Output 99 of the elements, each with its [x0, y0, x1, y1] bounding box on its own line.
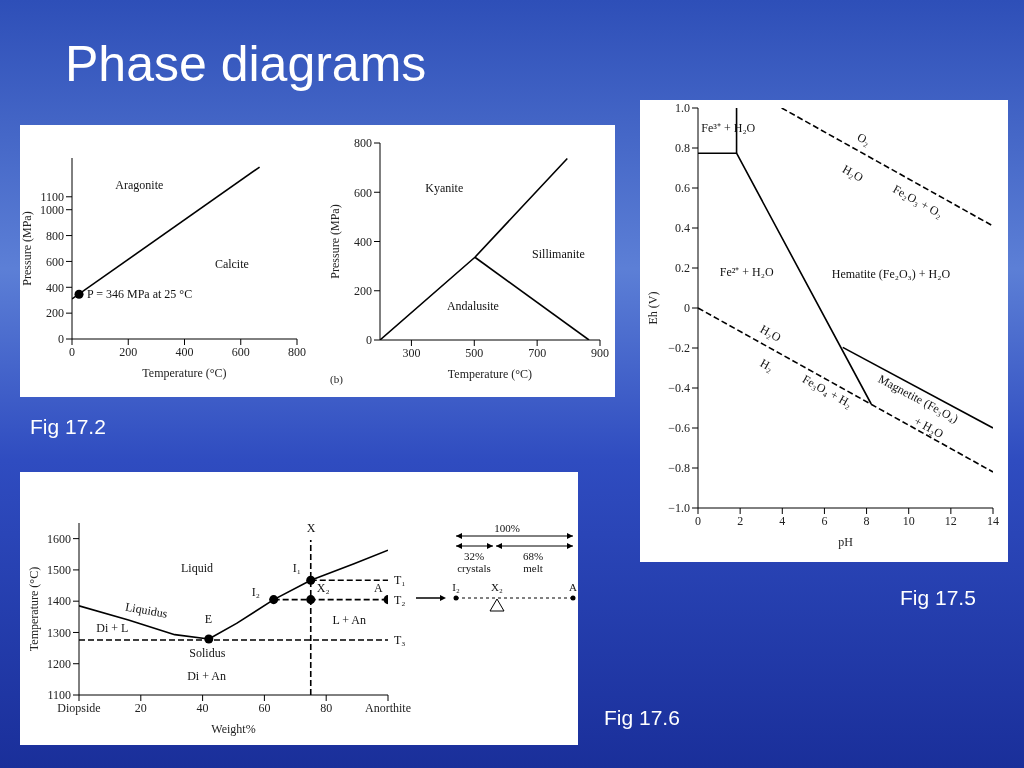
y-tick-label: 0.4 — [675, 221, 690, 236]
x-tick-label: 2 — [737, 513, 744, 528]
x-tick-label: Diopside — [57, 700, 101, 715]
y-tick-label: 0.6 — [675, 181, 690, 196]
caption: Fig 17.2 — [30, 415, 106, 439]
annotation: L + An — [332, 612, 367, 627]
x-tick-label: 20 — [134, 700, 147, 715]
y-tick-label: 800 — [354, 136, 372, 151]
y-tick-label: 1400 — [47, 594, 71, 609]
annotation: T₂ — [394, 592, 406, 607]
caption: Fig 17.6 — [604, 706, 680, 730]
annotation: E — [204, 612, 213, 627]
y-tick-label: −1.0 — [668, 501, 690, 516]
text: I₂ — [452, 581, 460, 593]
x-axis-title: pH — [838, 535, 854, 549]
x-tick-label: 900 — [591, 345, 609, 360]
x-tick-label: 12 — [944, 513, 957, 528]
y-tick-label: 0 — [684, 301, 690, 316]
annotation: I₁ — [292, 561, 301, 576]
annotation: X — [306, 520, 316, 535]
y-tick-label: −0.8 — [668, 461, 690, 476]
annotation: H₂ — [757, 355, 776, 375]
text: 68% — [522, 550, 544, 562]
x-tick-label: 300 — [402, 345, 421, 360]
x-tick-label: 700 — [528, 345, 547, 360]
y-tick-label: 1.0 — [675, 101, 690, 116]
y-tick-label: 0.8 — [675, 141, 690, 156]
annotation: H₂O — [757, 321, 784, 345]
x-axis-title: Weight% — [211, 722, 256, 736]
x-tick-label: 60 — [258, 700, 271, 715]
text: melt — [523, 562, 543, 574]
annotation: Fe²⁺ + H₂O — [719, 265, 774, 279]
y-tick-label: −0.2 — [668, 341, 690, 356]
y-axis-title: Pressure (MPa) — [20, 211, 35, 286]
annotation: H₂O — [840, 161, 866, 185]
y-tick-label: 600 — [354, 185, 372, 200]
y-tick-label: 1500 — [47, 563, 71, 578]
x-axis-title: Temperature (°C) — [142, 366, 227, 380]
x-tick-label: 0 — [695, 513, 701, 528]
annotation: T₃ — [394, 632, 406, 647]
text: 32% — [463, 550, 485, 562]
annotation: Di + An — [187, 668, 226, 683]
y-tick-label: 200 — [354, 284, 372, 299]
annotation: A — [374, 580, 383, 595]
y-tick-label: 200 — [46, 306, 64, 321]
chart-title: Phase diagrams — [65, 35, 427, 93]
annotation: Sillimanite — [532, 246, 585, 261]
y-tick-label: −0.4 — [668, 381, 690, 396]
annotation: Calcite — [214, 257, 249, 272]
x-tick-label: 200 — [119, 344, 138, 359]
x-tick-label: 40 — [196, 700, 209, 715]
text: A — [569, 581, 578, 593]
y-tick-label: 0 — [58, 332, 64, 347]
annotation: O₂ — [854, 129, 873, 149]
y-tick-label: 0 — [366, 333, 372, 348]
annotation: Andalusite — [446, 299, 499, 314]
annotation: P = 346 MPa at 25 °C — [87, 287, 193, 302]
y-tick-label: 1100 — [40, 190, 64, 205]
x-tick-label: 80 — [320, 700, 333, 715]
annotation: Di + L — [96, 620, 129, 635]
y-axis-title: Eh (V) — [646, 291, 661, 325]
annotation: X₂ — [316, 580, 330, 595]
annotation: Liquidus — [124, 599, 169, 621]
annotation: Liquid — [180, 560, 213, 575]
x-tick-label: 4 — [779, 513, 786, 528]
x-tick-label: 800 — [288, 344, 306, 359]
y-axis-title: Temperature (°C) — [27, 566, 42, 652]
annotation: Aragonite — [115, 177, 164, 192]
x-tick-label: 8 — [863, 513, 870, 528]
x-tick-label: 10 — [902, 513, 915, 528]
y-tick-label: 400 — [46, 280, 64, 295]
y-tick-label: 1300 — [47, 625, 71, 640]
x-tick-label: 400 — [175, 344, 194, 359]
annotation: Solidus — [189, 645, 226, 660]
text: 100% — [494, 522, 520, 534]
y-tick-label: 600 — [46, 254, 64, 269]
text: X₂ — [491, 581, 504, 593]
y-tick-label: 0.2 — [675, 261, 690, 276]
text: (b) — [330, 373, 343, 385]
x-tick-label: Anorthite — [365, 700, 411, 715]
x-tick-label: 500 — [465, 345, 484, 360]
annotation: I₂ — [251, 584, 260, 599]
y-tick-label: 400 — [354, 234, 372, 249]
y-tick-label: 1200 — [47, 656, 71, 671]
y-tick-label: −0.6 — [668, 421, 690, 436]
y-tick-label: 1100 — [47, 688, 71, 703]
y-tick-label: 1000 — [40, 202, 64, 217]
y-tick-label: 1600 — [47, 531, 71, 546]
caption: Fig 17.5 — [900, 586, 976, 610]
x-axis-title: Temperature (°C) — [447, 367, 533, 381]
y-axis-title: Pressure (MPa) — [328, 204, 343, 279]
annotation: Hematite (Fe₂O₃) + H₂O — [831, 267, 951, 281]
annotation: Kyanite — [425, 181, 464, 196]
x-tick-label: 6 — [821, 513, 828, 528]
x-tick-label: 600 — [231, 344, 250, 359]
annotation: T₁ — [394, 573, 406, 588]
y-tick-label: 800 — [46, 228, 64, 243]
text: crystals — [457, 562, 491, 574]
x-tick-label: 14 — [987, 513, 999, 528]
